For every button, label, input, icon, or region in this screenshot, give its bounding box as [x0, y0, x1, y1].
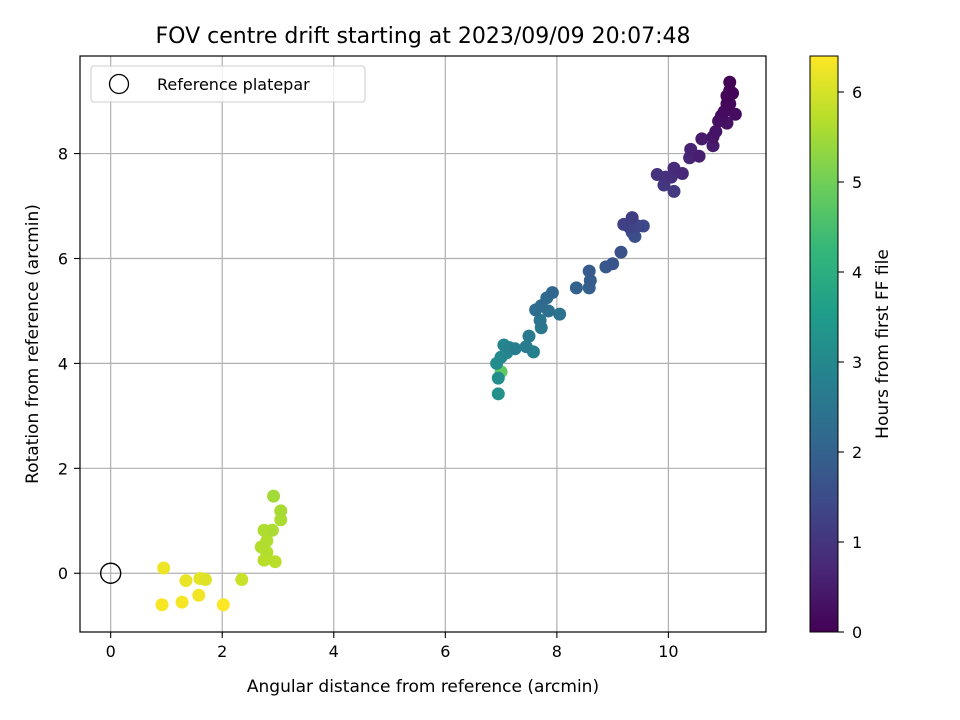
legend-marker-reference: [108, 73, 130, 95]
data-point: [519, 340, 533, 354]
y-axis-label: Rotation from reference (arcmin): [23, 204, 43, 484]
data-point: [569, 281, 583, 295]
data-point: [179, 574, 193, 588]
data-point: [522, 329, 536, 343]
x-axis-label: Angular distance from reference (arcmin): [247, 677, 599, 697]
data-point: [508, 342, 522, 356]
y-tick-label: 4: [58, 354, 68, 373]
y-tick-label: 8: [58, 145, 68, 164]
data-point: [274, 513, 288, 527]
grid-lines: [80, 56, 766, 632]
colorbar-tick-label: 1: [852, 533, 862, 552]
y-tick-label: 2: [58, 459, 68, 478]
data-point: [695, 132, 709, 146]
colorbar-tick-label: 4: [852, 263, 862, 282]
x-tick-label: 6: [440, 642, 450, 661]
data-point: [582, 264, 596, 278]
data-point: [265, 523, 279, 537]
chart-title: FOV centre drift starting at 2023/09/09 …: [156, 24, 691, 49]
data-point: [728, 107, 742, 121]
data-point: [545, 286, 559, 300]
data-point: [553, 307, 567, 321]
colorbar-tick-label: 2: [852, 443, 862, 462]
data-point: [175, 595, 189, 609]
x-tick-label: 0: [106, 642, 116, 661]
data-point: [606, 257, 620, 271]
data-point: [267, 489, 281, 503]
data-point: [491, 387, 505, 401]
data-point: [583, 274, 597, 288]
colorbar-tick-label: 0: [852, 623, 862, 642]
data-point: [692, 149, 706, 163]
data-point: [274, 504, 288, 518]
legend: Reference platepar: [90, 65, 366, 103]
colorbar-tick-label: 5: [852, 173, 862, 192]
data-point: [650, 168, 664, 182]
data-point: [614, 245, 628, 259]
x-tick-label: 10: [658, 642, 678, 661]
data-point: [709, 125, 723, 139]
colorbar: [809, 55, 839, 633]
data-point: [625, 211, 639, 225]
data-point: [706, 139, 720, 153]
legend-box: [90, 65, 366, 103]
legend-label-reference: Reference platepar: [157, 75, 310, 94]
data-point: [533, 313, 547, 327]
y-tick-label: 0: [58, 564, 68, 583]
reference-platepar-marker: [99, 562, 122, 584]
data-point: [157, 561, 171, 575]
colorbar-ticks: 0 1 2 3 4 5 6: [838, 83, 862, 642]
x-tick-label: 2: [217, 642, 227, 661]
data-point: [491, 371, 505, 385]
colorbar-label: Hours from first FF file: [873, 249, 893, 439]
data-point: [675, 167, 689, 181]
data-point: [723, 75, 737, 89]
data-point: [235, 573, 249, 587]
y-tick-label: 6: [58, 249, 68, 268]
x-tick-label: 4: [329, 642, 339, 661]
data-points: [99, 75, 742, 612]
plot-frame: [79, 55, 767, 633]
data-point: [155, 598, 169, 612]
data-point: [216, 598, 230, 612]
y-axis-ticks: 0 2 4 6 8: [58, 145, 80, 583]
x-tick-label: 8: [552, 642, 562, 661]
data-point: [260, 534, 274, 548]
data-point: [192, 588, 206, 602]
x-axis-ticks: 0 2 4 6 8 10: [106, 632, 679, 661]
colorbar-tick-label: 6: [852, 83, 862, 102]
data-point: [667, 184, 681, 198]
colorbar-tick-label: 3: [852, 353, 862, 372]
data-point: [198, 573, 212, 587]
